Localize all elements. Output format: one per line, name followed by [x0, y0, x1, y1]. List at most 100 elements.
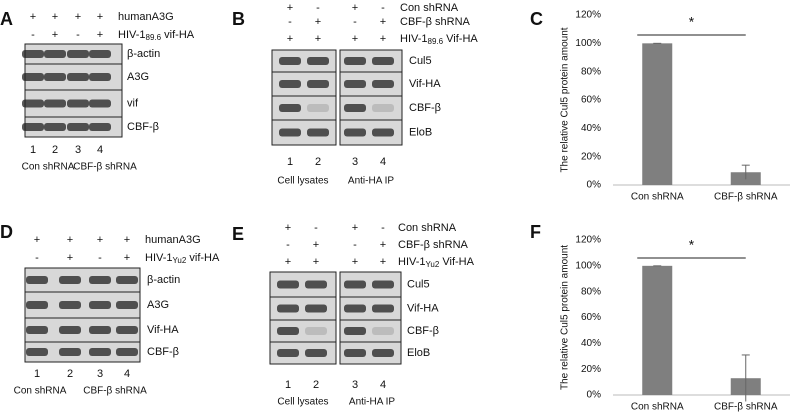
blot-band: [305, 280, 327, 289]
blot-band: [89, 73, 111, 81]
blot-band: [279, 57, 301, 65]
condition-sign: +: [380, 239, 386, 251]
group-label: Con shRNA: [22, 162, 75, 173]
lane-number: 1: [34, 368, 40, 380]
condition-sign: +: [52, 11, 58, 23]
condition-label-part: Con shRNA: [398, 222, 457, 234]
blot-band: [307, 80, 329, 88]
condition-label-part: 89.6: [428, 37, 444, 46]
blot-band: [344, 80, 366, 88]
x-tick-label: Con shRNA: [631, 192, 684, 203]
y-tick-label: 100%: [575, 38, 601, 49]
blot-label: Vif-HA: [407, 302, 439, 314]
condition-label-part: HIV-1: [118, 29, 146, 41]
condition-label-part: CBF-β shRNA: [400, 16, 471, 28]
blot-band: [279, 128, 301, 137]
lane-number: 2: [315, 156, 321, 168]
y-tick-label: 40%: [581, 338, 601, 349]
blot-strip: [269, 341, 337, 365]
panel-letter: C: [530, 9, 543, 29]
blot-label: A3G: [127, 71, 149, 83]
y-tick-label: 120%: [575, 235, 601, 246]
condition-label: humanA3G: [118, 11, 174, 23]
condition-sign: -: [353, 239, 357, 251]
condition-label-part: humanA3G: [145, 234, 201, 246]
condition-sign: +: [380, 16, 386, 28]
condition-label-part: HIV-1: [400, 33, 428, 45]
blot-band: [344, 304, 366, 313]
blot-strip: [24, 341, 141, 363]
condition-sign: +: [34, 234, 40, 246]
condition-sign: +: [313, 239, 319, 251]
x-tick-label: CBF-β shRNA: [714, 402, 778, 413]
blot-label: Vif-HA: [409, 78, 441, 90]
condition-sign: +: [287, 2, 293, 14]
group-label: Anti-HA IP: [348, 176, 394, 187]
condition-sign: +: [285, 222, 291, 234]
condition-sign: +: [124, 252, 130, 264]
y-tick-label: 60%: [581, 95, 601, 106]
condition-sign: -: [353, 16, 357, 28]
condition-sign: +: [30, 11, 36, 23]
blot-band: [59, 348, 81, 356]
blot-band: [67, 99, 89, 108]
condition-label-part: Yu2: [426, 260, 440, 269]
blot-band: [59, 276, 81, 284]
condition-sign: -: [381, 222, 385, 234]
condition-sign: +: [67, 252, 73, 264]
group-label: CBF-β shRNA: [83, 386, 147, 397]
group-label: CBF-β shRNA: [73, 162, 137, 173]
condition-sign: +: [352, 222, 358, 234]
condition-label: humanA3G: [145, 234, 201, 246]
condition-sign: +: [313, 256, 319, 268]
blot-label: vif: [127, 97, 139, 109]
blot-band: [305, 327, 327, 335]
blot-band: [44, 99, 66, 108]
condition-sign: +: [380, 256, 386, 268]
blot-band: [116, 276, 138, 284]
blot-band: [307, 57, 329, 65]
blot-band: [89, 326, 111, 334]
bar: [642, 265, 673, 395]
blot-band: [26, 326, 48, 334]
condition-sign: -: [314, 222, 318, 234]
lane-number: 2: [313, 379, 319, 391]
panel-letter: B: [232, 9, 245, 29]
blot-band: [279, 80, 301, 88]
blot-band: [26, 348, 48, 356]
panel-letter: F: [530, 222, 541, 242]
blot-label: β-actin: [127, 48, 160, 60]
y-tick-label: 80%: [581, 286, 601, 297]
y-tick-label: 20%: [581, 364, 601, 375]
blot-band: [277, 280, 299, 289]
condition-sign: -: [76, 29, 80, 41]
blot-band: [26, 301, 48, 309]
blot-label: CBF-β: [409, 102, 441, 114]
blot-band: [67, 50, 89, 58]
condition-sign: +: [97, 29, 103, 41]
blot-band: [372, 280, 394, 289]
condition-sign: +: [52, 29, 58, 41]
lane-number: 4: [380, 379, 386, 391]
blot-band: [89, 50, 111, 58]
y-tick-label: 80%: [581, 66, 601, 77]
blot-band: [116, 348, 138, 356]
blot-band: [344, 57, 366, 65]
blot-band: [344, 104, 366, 112]
condition-label: Con shRNA: [400, 2, 459, 14]
blot-band: [307, 128, 329, 137]
condition-label-part: CBF-β shRNA: [398, 239, 469, 251]
lane-number: 4: [380, 156, 386, 168]
group-label: Con shRNA: [14, 386, 67, 397]
blot-band: [59, 301, 81, 309]
bar: [642, 43, 673, 186]
group-label: Anti-HA IP: [349, 397, 395, 408]
condition-sign: -: [316, 2, 320, 14]
blot-label: CBF-β: [147, 346, 179, 358]
blot-band: [67, 123, 89, 131]
blot-label: EloB: [407, 347, 430, 359]
blot-band: [372, 104, 394, 112]
blot-band: [26, 276, 48, 284]
blot-band: [307, 104, 329, 112]
